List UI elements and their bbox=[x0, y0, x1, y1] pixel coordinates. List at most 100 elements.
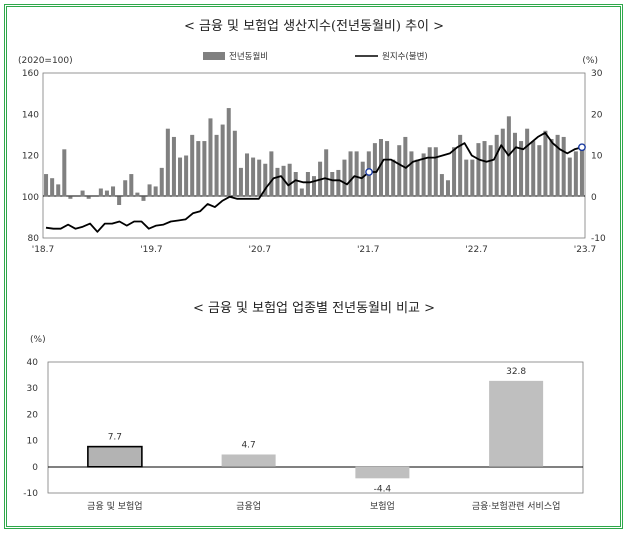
chart1-right-axis-label: (%) bbox=[582, 56, 598, 66]
yoy-bar bbox=[372, 143, 377, 197]
x-tick-label: '19.7 bbox=[140, 245, 163, 255]
yoy-bar bbox=[421, 153, 426, 197]
yoy-bar bbox=[427, 147, 432, 197]
right-tick-label: -10 bbox=[591, 234, 606, 244]
chart1-index-line bbox=[45, 131, 586, 233]
yoy-bar bbox=[573, 151, 578, 197]
chart1-bars bbox=[44, 108, 584, 205]
chart1-right-ticks: 30 20 10 0 -10 bbox=[591, 69, 606, 244]
yoy-bar bbox=[500, 128, 505, 197]
yoy-bar bbox=[342, 159, 347, 197]
bar-value-label: 7.7 bbox=[108, 433, 122, 443]
yoy-bar bbox=[360, 161, 365, 197]
left-tick-label: 120 bbox=[22, 152, 39, 162]
left-tick-label: 80 bbox=[28, 234, 40, 244]
yoy-bar bbox=[439, 174, 444, 197]
chart2-title: < 금융 및 보험업 업종별 전년동월비 비교 > bbox=[193, 301, 435, 316]
yoy-bar bbox=[68, 196, 73, 199]
yoy-bar bbox=[111, 186, 116, 197]
category-bar bbox=[87, 445, 143, 468]
yoy-bar bbox=[311, 176, 317, 197]
yoy-bar bbox=[324, 149, 329, 197]
left-tick-label: 160 bbox=[22, 69, 39, 79]
yoy-bar bbox=[537, 145, 542, 197]
yoy-bar bbox=[135, 192, 140, 197]
category-bar bbox=[355, 466, 410, 479]
yoy-bar bbox=[196, 141, 201, 197]
yoy-bar bbox=[549, 139, 554, 197]
yoy-bar bbox=[153, 186, 158, 197]
yoy-bar bbox=[147, 184, 152, 197]
yoy-bar bbox=[482, 141, 487, 197]
right-tick-label: 10 bbox=[591, 152, 603, 162]
yoy-bar bbox=[458, 134, 463, 197]
yoy-bar bbox=[269, 151, 274, 197]
x-tick-label: '22.7 bbox=[465, 245, 488, 255]
x-tick-label: '23.7 bbox=[574, 245, 597, 255]
yoy-bar bbox=[476, 143, 481, 197]
yoy-bar bbox=[494, 134, 499, 197]
yoy-bar bbox=[488, 145, 493, 197]
chart1-legend-bar-label: 전년동월비 bbox=[229, 51, 268, 62]
yoy-bar bbox=[184, 155, 189, 197]
yoy-bar bbox=[567, 157, 572, 197]
yoy-bar bbox=[117, 196, 122, 205]
y-tick-label: 40 bbox=[27, 358, 39, 368]
yoy-bar bbox=[445, 180, 450, 197]
category-bar bbox=[221, 454, 276, 467]
yoy-bar bbox=[305, 172, 310, 197]
yoy-bar bbox=[159, 167, 164, 197]
chart1-title: < 금융 및 보험업 생산지수(전년동월비) 추이 > bbox=[184, 19, 444, 34]
yoy-bar bbox=[385, 141, 390, 197]
yoy-bar bbox=[433, 147, 438, 197]
yoy-bar bbox=[330, 172, 335, 197]
yoy-bar bbox=[415, 159, 420, 197]
chart1-x-ticks: '18.7 '19.7 '20.7 '21.7 '22.7 '23.7 bbox=[32, 245, 597, 255]
yoy-bar bbox=[555, 134, 560, 197]
category-label: 금융 및 보험업 bbox=[87, 500, 142, 512]
right-tick-label: 20 bbox=[591, 110, 603, 120]
yoy-bar bbox=[56, 184, 61, 197]
y-tick-label: -10 bbox=[23, 489, 38, 499]
yoy-bar bbox=[232, 130, 237, 197]
yoy-bar bbox=[579, 147, 584, 197]
yoy-bar bbox=[354, 151, 359, 197]
bar-value-label: 4.7 bbox=[241, 440, 255, 450]
yoy-bar bbox=[98, 188, 103, 197]
yoy-bar bbox=[293, 172, 298, 197]
yoy-bar bbox=[543, 130, 548, 197]
y-tick-label: 10 bbox=[27, 437, 39, 447]
yoy-bar bbox=[245, 153, 250, 197]
chart1-legend-line-label: 원지수(불변) bbox=[382, 51, 428, 62]
yoy-bar bbox=[104, 190, 109, 197]
yoy-bar bbox=[86, 196, 91, 199]
chart2-y-ticks: 40 30 20 10 0 -10 bbox=[23, 358, 38, 499]
yoy-bar bbox=[251, 157, 256, 197]
yoy-bar bbox=[561, 136, 566, 197]
yoy-bar bbox=[62, 149, 67, 197]
chart2-ylabel: (%) bbox=[30, 335, 46, 345]
yoy-bar bbox=[171, 136, 176, 197]
yoy-bar bbox=[470, 159, 475, 197]
chart1-left-axis-label: (2020=100) bbox=[18, 56, 73, 66]
yoy-bar bbox=[50, 178, 55, 197]
category-label: 금융업 bbox=[236, 501, 261, 512]
line-marker bbox=[365, 168, 373, 176]
chart1-plot-area bbox=[42, 72, 586, 239]
x-tick-label: '20.7 bbox=[249, 245, 272, 255]
chart1-legend-bar-swatch bbox=[203, 52, 225, 60]
category-label: 보험업 bbox=[370, 501, 395, 512]
yoy-bar bbox=[391, 159, 396, 197]
yoy-bar bbox=[348, 151, 353, 197]
line-marker bbox=[578, 143, 586, 152]
yoy-bar bbox=[531, 141, 536, 197]
yoy-bar bbox=[464, 159, 469, 197]
yoy-bar bbox=[299, 188, 304, 197]
bar-value-label: -4.4 bbox=[374, 484, 392, 494]
yoy-bar bbox=[452, 147, 457, 197]
yoy-bar bbox=[220, 124, 225, 197]
yoy-bar bbox=[257, 159, 262, 197]
y-tick-label: 20 bbox=[27, 410, 39, 420]
yoy-bar bbox=[512, 132, 517, 197]
